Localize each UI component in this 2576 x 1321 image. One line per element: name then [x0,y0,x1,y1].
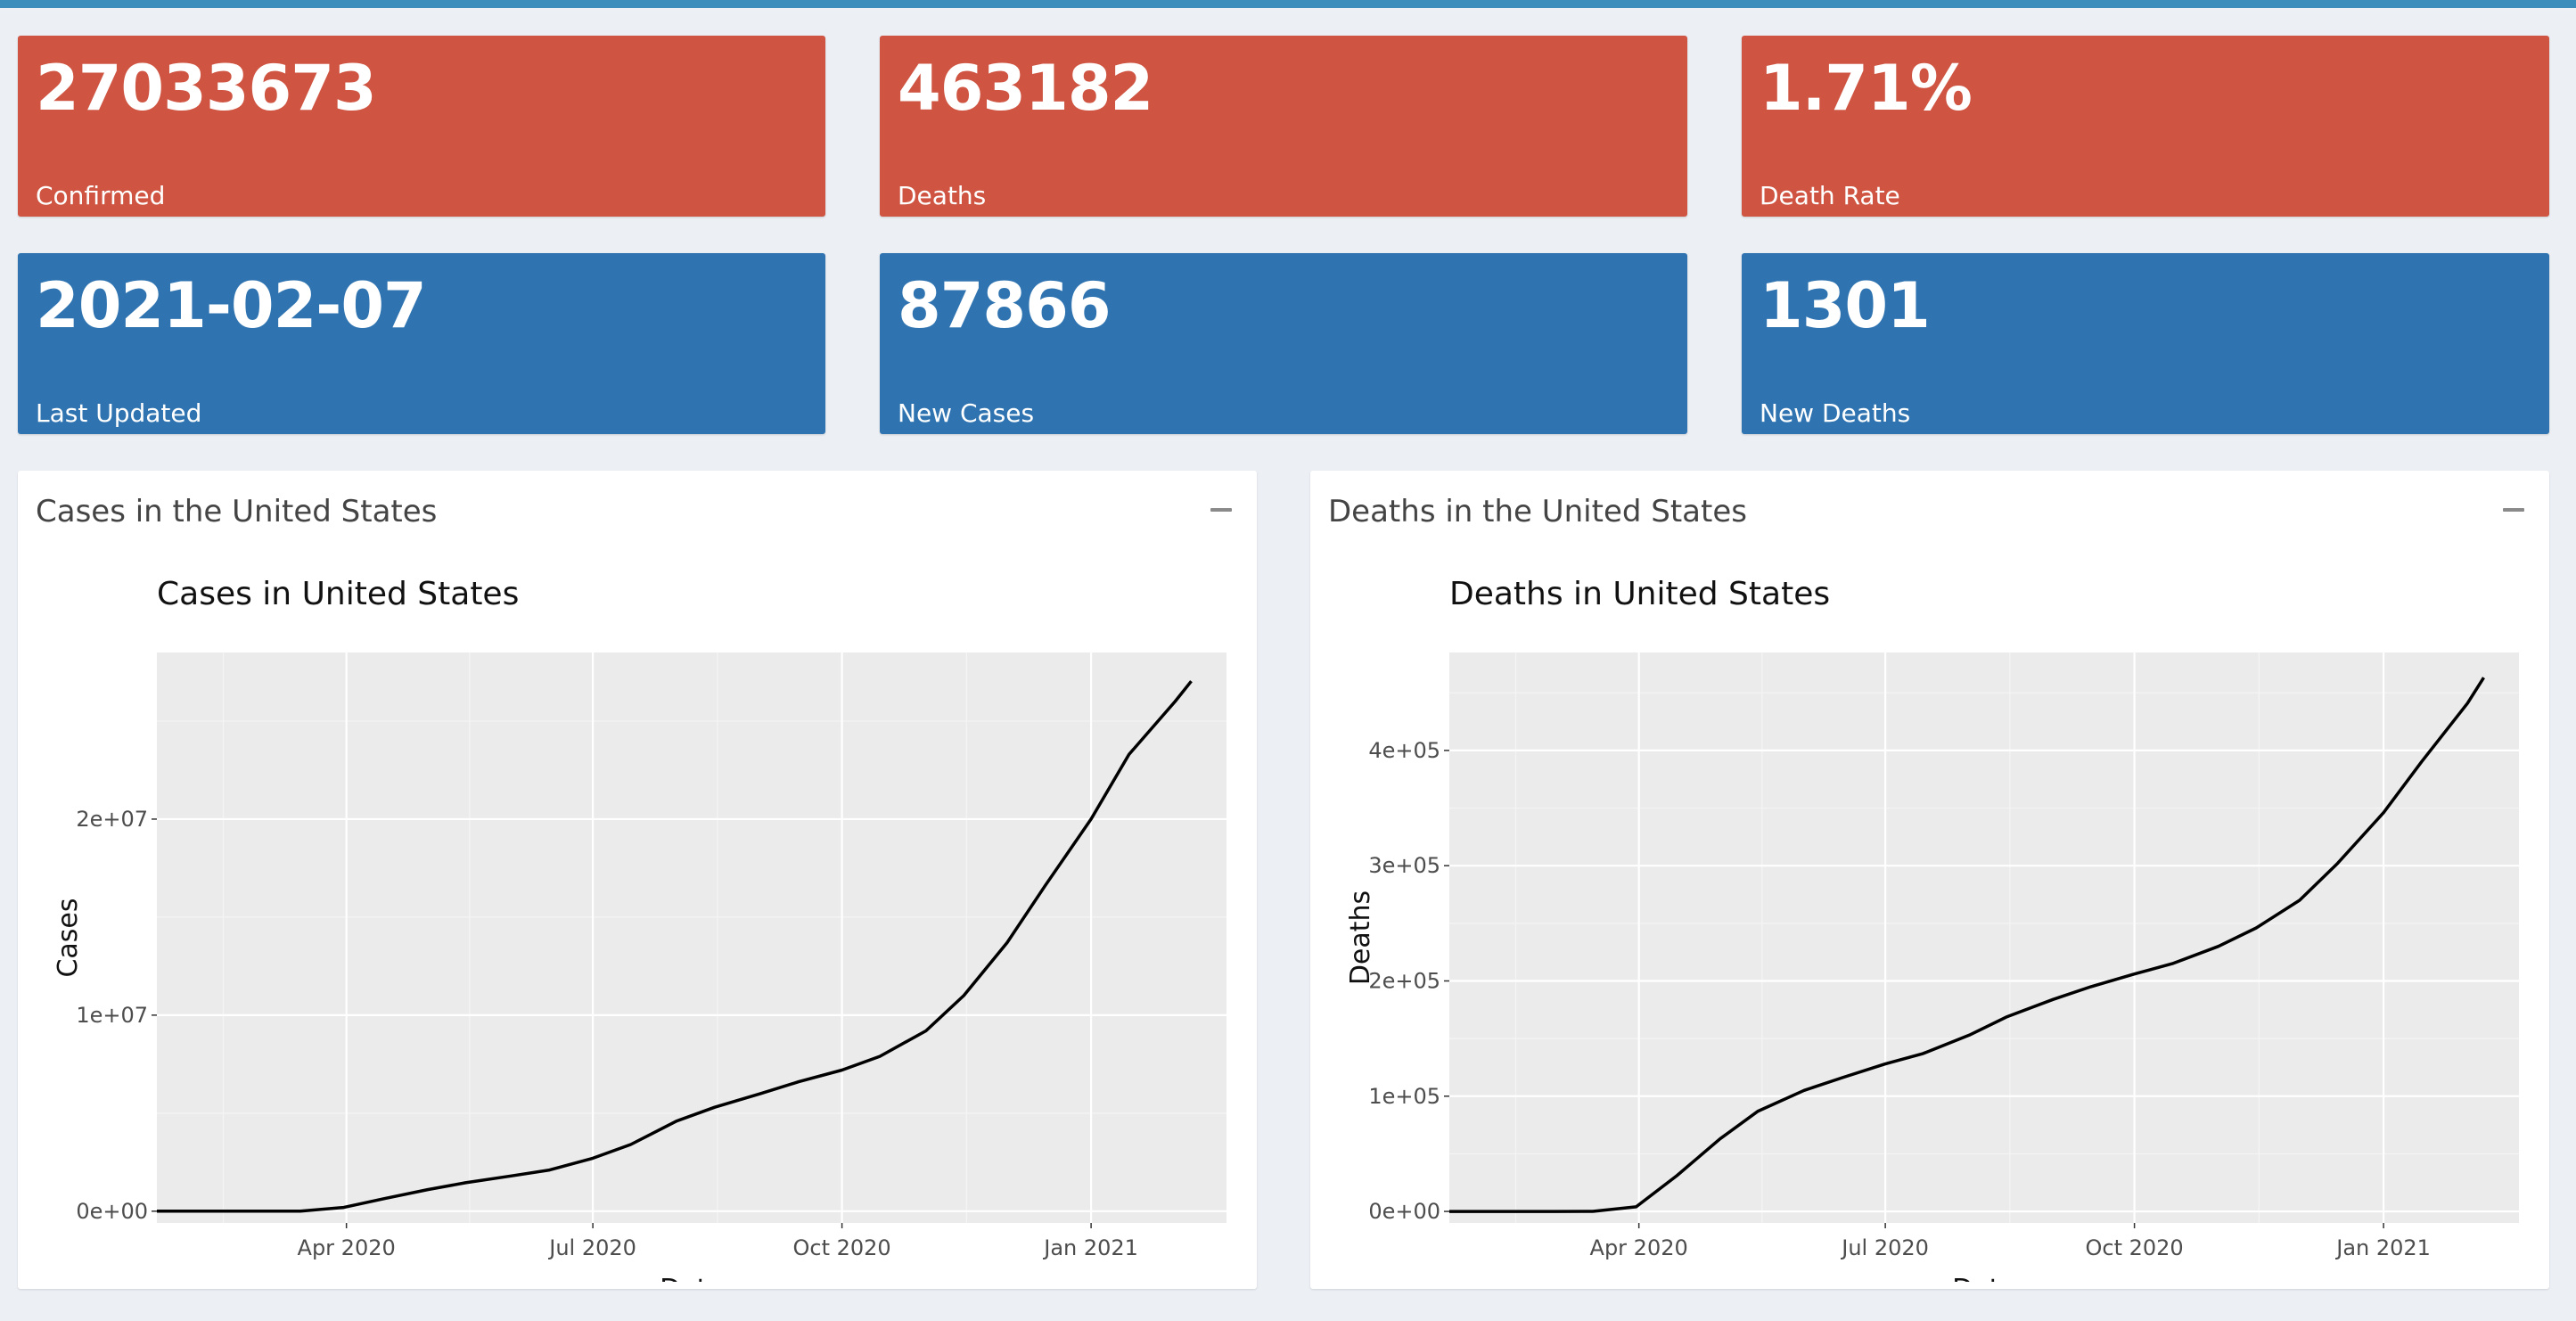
y-tick-label: 1e+07 [76,1003,148,1028]
series-line [1449,677,2485,1213]
plot-background [157,652,1226,1223]
collapse-button[interactable] [1203,492,1239,528]
plot-background [1449,652,2519,1223]
last-updated-label: Last Updated [36,398,202,428]
deaths-chart: Deaths in United States Apr 2020 Jul 2020 O… [1345,576,2519,1282]
y-axis-label: Deaths [1345,890,1376,985]
x-tick-label: Jan 2021 [1042,1235,1138,1260]
new-cases-value: 87866 [898,269,1112,342]
deaths-panel-title: Deaths in the United States [1328,494,1747,529]
new-deaths-label: New Deaths [1760,398,1911,428]
confirmed-value-box: 27033673 Confirmed [18,36,825,217]
y-axis-label: Cases [53,898,84,977]
series-line [157,680,1193,1213]
x-tick-label: Apr 2020 [1590,1235,1688,1260]
deaths-value: 463182 [898,52,1153,125]
y-tick-label: 3e+05 [1368,853,1440,878]
x-tick-label: Oct 2020 [2086,1235,2184,1260]
last-updated-value: 2021-02-07 [36,269,427,342]
death-rate-value: 1.71% [1760,52,1973,125]
cases-panel-title: Cases in the United States [36,494,438,529]
x-tick-label: Jan 2021 [2334,1235,2431,1260]
death-rate-value-box: 1.71% Death Rate [1742,36,2549,217]
chart-title: Cases in United States [157,576,519,612]
minus-icon [2503,508,2524,512]
death-rate-label: Death Rate [1760,181,1900,210]
confirmed-value: 27033673 [36,52,377,125]
deaths-panel: Deaths in the United States Deaths in Un… [1310,471,2549,1289]
new-cases-label: New Cases [898,398,1035,428]
top-header-bar [0,0,2576,8]
y-tick-label: 0e+00 [1368,1199,1440,1224]
y-tick-label: 4e+05 [1368,738,1440,763]
last-updated-value-box: 2021-02-07 Last Updated [18,253,825,434]
minus-icon [1210,508,1232,512]
y-tick-label: 2e+05 [1368,968,1440,993]
collapse-button[interactable] [2496,492,2531,528]
x-tick-label: Jul 2020 [1840,1235,1929,1260]
y-tick-label: 2e+07 [76,807,148,832]
chart-title: Deaths in United States [1449,576,1830,612]
x-axis-label: Date [660,1274,724,1282]
new-deaths-value: 1301 [1760,269,1931,342]
x-tick-label: Oct 2020 [793,1235,891,1260]
confirmed-label: Confirmed [36,181,166,210]
new-cases-value-box: 87866 New Cases [880,253,1687,434]
x-tick-label: Apr 2020 [298,1235,396,1260]
x-tick-label: Jul 2020 [547,1235,636,1260]
deaths-label: Deaths [898,181,987,210]
cases-panel: Cases in the United States Cases in Unit… [18,471,1257,1289]
deaths-value-box: 463182 Deaths [880,36,1687,217]
y-tick-label: 0e+00 [76,1199,148,1224]
x-axis-label: Date [1952,1274,2016,1282]
new-deaths-value-box: 1301 New Deaths [1742,253,2549,434]
cases-chart: Cases in United States Apr 2020 Jul 2020 Oc… [53,576,1226,1282]
y-tick-label: 1e+05 [1368,1084,1440,1109]
